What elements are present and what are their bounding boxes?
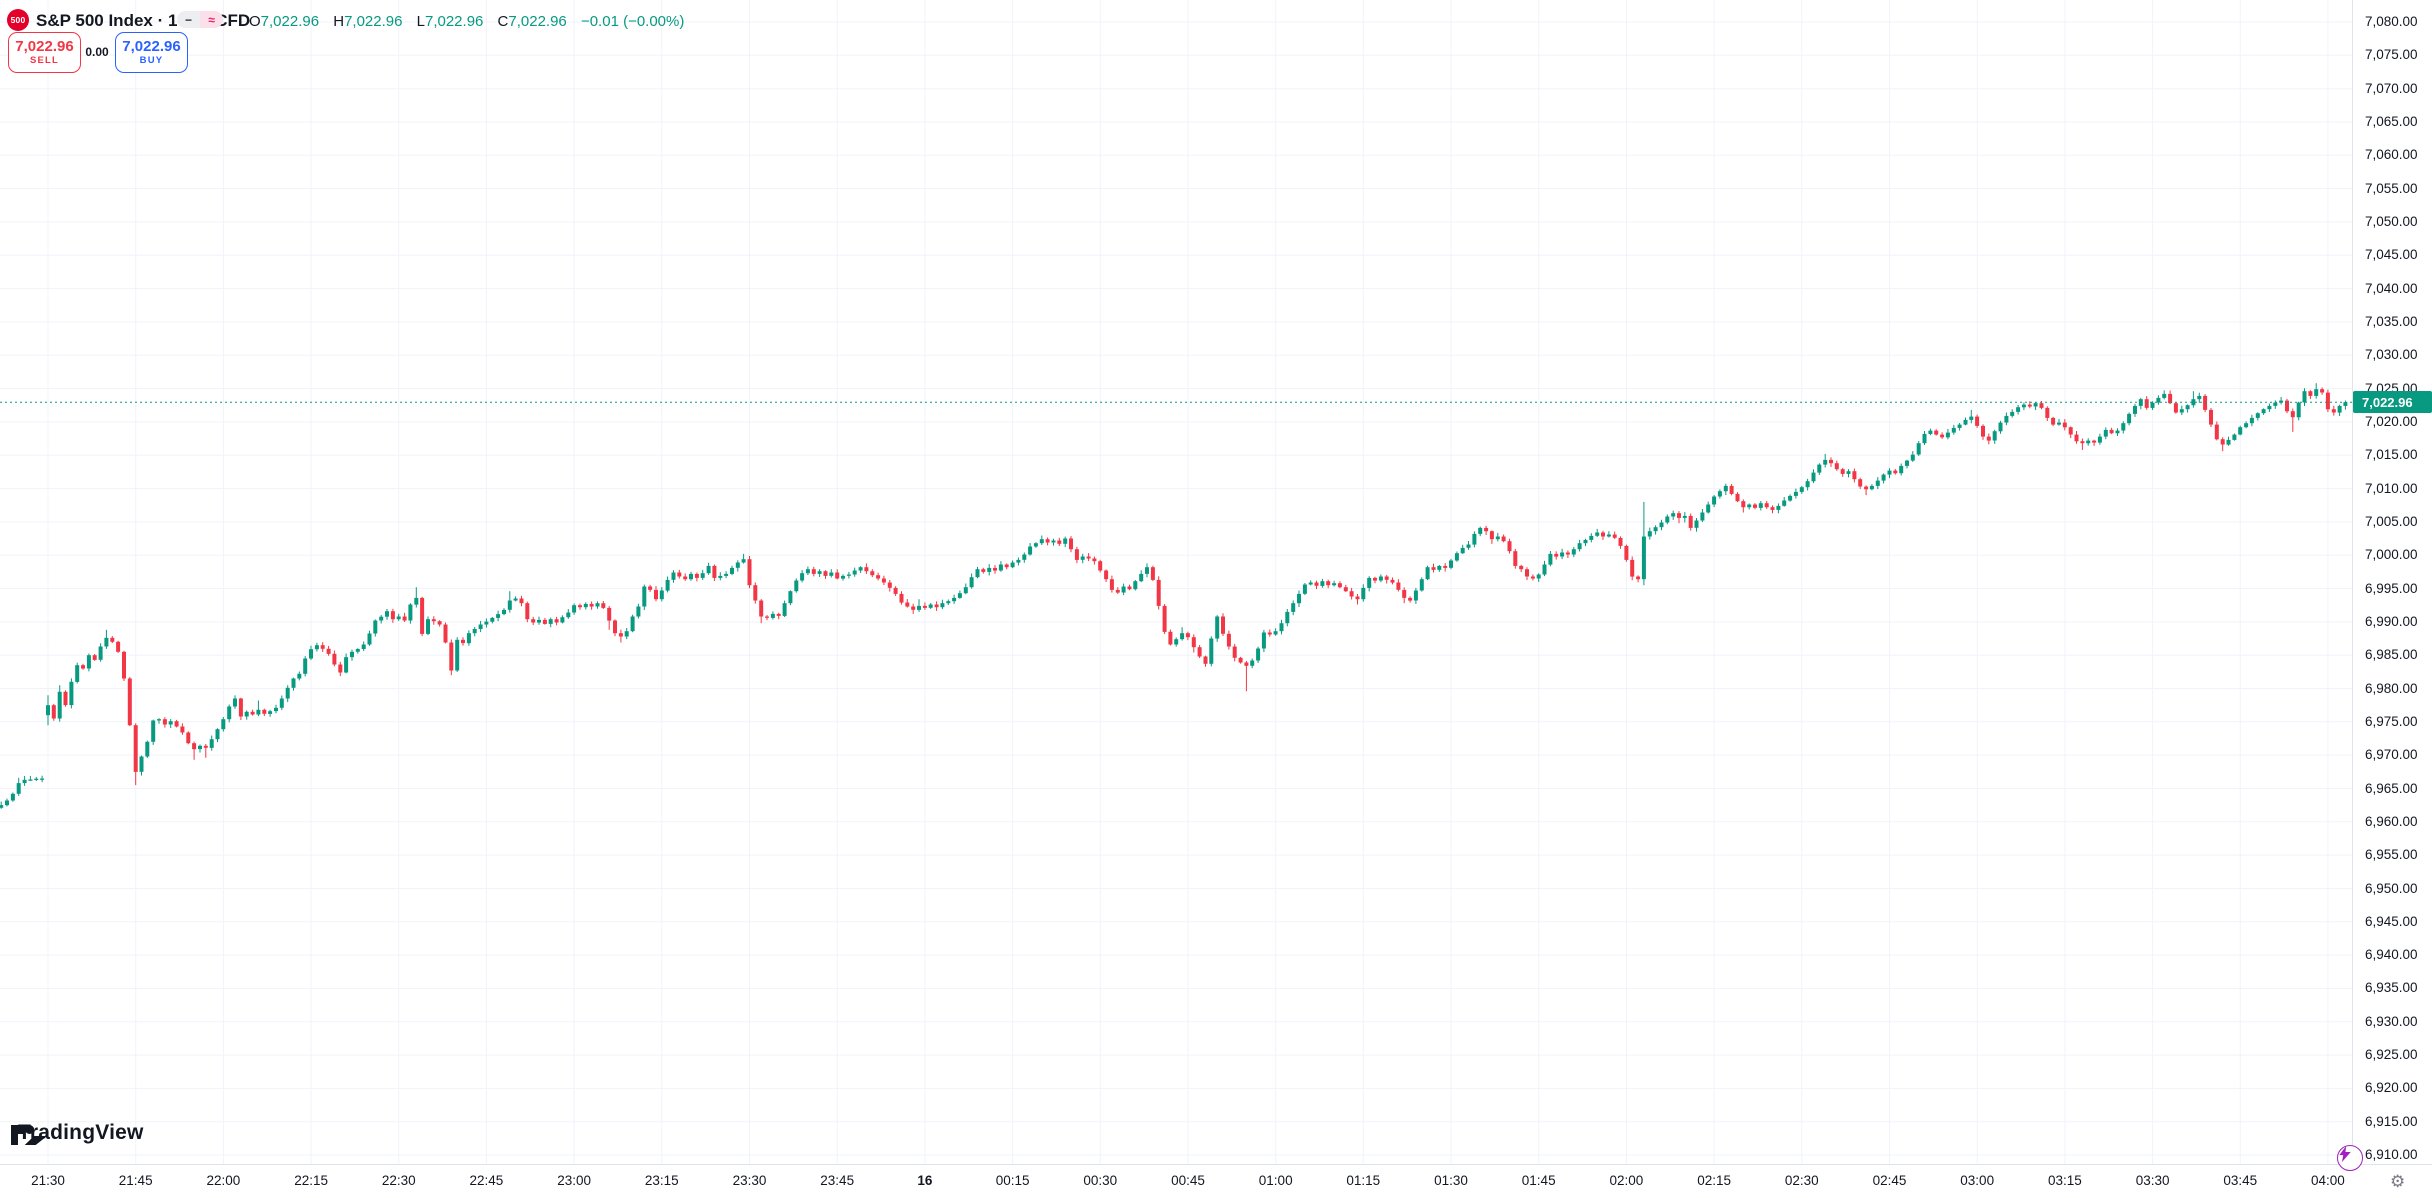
time-tick-label: 23:45 — [820, 1173, 855, 1188]
price-tick-label: 6,925.00 — [2365, 1047, 2418, 1063]
time-tick-label: 03:30 — [2135, 1173, 2170, 1188]
sell-button[interactable]: 7,022.96 SELL — [8, 32, 81, 73]
close-value: 7,022.96 — [508, 13, 567, 30]
price-tick-label: 7,065.00 — [2365, 114, 2418, 129]
low-label: L — [416, 13, 425, 30]
low-value: 7,022.96 — [424, 13, 484, 30]
price-tick-label: 7,050.00 — [2365, 213, 2418, 229]
time-tick-label: 22:45 — [469, 1173, 504, 1188]
price-tick-label: 7,020.00 — [2365, 413, 2418, 429]
price-tick-label: 7,030.00 — [2365, 347, 2418, 363]
time-tick-label: 01:00 — [1258, 1173, 1293, 1188]
time-tick-label: 03:00 — [1960, 1173, 1995, 1188]
buy-button[interactable]: 7,022.96 BUY — [115, 32, 188, 73]
price-tick-label: 6,980.00 — [2365, 680, 2418, 696]
price-tick-label: 6,960.00 — [2365, 813, 2418, 829]
time-tick-label: 00:45 — [1171, 1173, 1205, 1188]
buy-label: BUY — [139, 55, 164, 67]
time-tick-label: 21:30 — [31, 1173, 65, 1188]
high-label: H — [333, 13, 345, 30]
price-tick-label: 6,995.00 — [2365, 580, 2418, 596]
price-tick-label: 7,060.00 — [2365, 147, 2418, 163]
price-tick-label: 6,915.00 — [2365, 1113, 2418, 1129]
price-tick-label: 6,920.00 — [2365, 1080, 2418, 1096]
time-tick-label: 22:00 — [206, 1173, 241, 1188]
price-tick-label: 6,975.00 — [2365, 713, 2418, 729]
price-tick-label: 6,910.00 — [2365, 1147, 2418, 1162]
spread-value: 0.00 — [85, 45, 109, 59]
price-tick-label: 7,045.00 — [2365, 247, 2418, 263]
time-tick-label: 01:30 — [1434, 1173, 1468, 1188]
price-tick-label: 7,040.00 — [2365, 280, 2418, 296]
price-tick-label: 6,940.00 — [2365, 947, 2418, 963]
price-tick-label: 6,970.00 — [2365, 747, 2418, 763]
time-tick-label: 22:30 — [381, 1173, 416, 1188]
dash-badge-icon[interactable]: − — [177, 11, 200, 28]
high-value: 7,022.96 — [344, 13, 403, 30]
current-price-tag[interactable]: 7,022.96 — [2353, 391, 2432, 413]
market-status-badge[interactable]: − ≈ — [177, 11, 223, 28]
price-tick-label: 6,950.00 — [2365, 880, 2418, 896]
time-tick-label: 21:45 — [118, 1173, 153, 1188]
time-tick-label: 16 — [917, 1173, 933, 1188]
time-tick-label: 02:30 — [1784, 1173, 1819, 1188]
price-tick-label: 7,015.00 — [2365, 447, 2418, 463]
time-tick-label: 23:15 — [644, 1173, 679, 1188]
tradingview-logo-icon — [11, 1125, 46, 1145]
time-axis[interactable]: 21:30 21:45 22:00 22:15 22:30 22:45 23:00 23:15… — [0, 1164, 2432, 1198]
lightning-bolt-icon — [2339, 1146, 2351, 1162]
price-tick-label: 6,930.00 — [2365, 1013, 2418, 1029]
time-tick-label: 23:00 — [557, 1173, 591, 1188]
tradingview-branding[interactable]: TradingView — [10, 1121, 144, 1145]
price-tick-label: 7,010.00 — [2365, 480, 2418, 496]
sp500-logo-icon: 500 — [7, 9, 29, 31]
buy-price: 7,022.96 — [122, 37, 181, 55]
ohlc-values: O7,022.96 H7,022.96 L7,022.96 C7,022.96 … — [249, 13, 684, 30]
tradingview-wordmark: TradingView — [18, 1121, 144, 1144]
price-tick-label: 7,070.00 — [2365, 80, 2418, 96]
time-tick-label: 23:30 — [732, 1173, 767, 1188]
time-tick-label: 03:15 — [2047, 1173, 2082, 1188]
time-tick-label: 02:00 — [1609, 1173, 1644, 1188]
time-tick-label: 02:15 — [1697, 1173, 1731, 1188]
time-tick-label: 03:45 — [2223, 1173, 2258, 1188]
time-tick-label: 01:15 — [1346, 1173, 1381, 1188]
price-tick-label: 7,035.00 — [2365, 313, 2418, 329]
time-tick-label: 04:00 — [2310, 1173, 2345, 1188]
price-tick-label: 7,000.00 — [2365, 547, 2418, 563]
price-tick-label: 7,075.00 — [2365, 47, 2418, 63]
price-axis[interactable]: 7,080.00 7,075.00 7,070.00 7,065.00 7,060.00… — [2352, 0, 2432, 1164]
price-tick-label: 7,055.00 — [2365, 180, 2418, 196]
time-tick-label: 01:45 — [1521, 1173, 1556, 1188]
open-value: 7,022.96 — [260, 13, 320, 30]
price-tick-label: 6,955.00 — [2365, 847, 2418, 863]
realtime-boost-button[interactable] — [2337, 1145, 2363, 1171]
timezone-settings-gear-icon[interactable]: ⚙ — [2390, 1172, 2406, 1192]
price-tick-label: 6,985.00 — [2365, 647, 2418, 663]
price-tick-label: 6,990.00 — [2365, 613, 2418, 629]
sell-price: 7,022.96 — [15, 37, 74, 55]
time-tick-label: 00:30 — [1083, 1173, 1118, 1188]
price-tick-label: 6,945.00 — [2365, 913, 2418, 929]
price-tick-label: 7,080.00 — [2365, 14, 2418, 29]
time-tick-label: 02:45 — [1872, 1173, 1907, 1188]
open-label: O — [249, 13, 261, 30]
close-label: C — [497, 13, 509, 30]
sell-label: SELL — [29, 55, 60, 67]
price-tick-label: 6,965.00 — [2365, 780, 2418, 796]
time-tick-label: 22:15 — [294, 1173, 328, 1188]
price-tick-label: 6,935.00 — [2365, 980, 2418, 996]
time-tick-label: 00:15 — [995, 1173, 1030, 1188]
change-value: −0.01 (−0.00%) — [580, 13, 685, 30]
price-tick-label: 7,005.00 — [2365, 513, 2418, 529]
symbol-header: 500 S&P 500 Index · 1 · SPCFD − ≈ O7,022… — [0, 0, 1200, 76]
wave-badge-icon[interactable]: ≈ — [200, 11, 223, 28]
